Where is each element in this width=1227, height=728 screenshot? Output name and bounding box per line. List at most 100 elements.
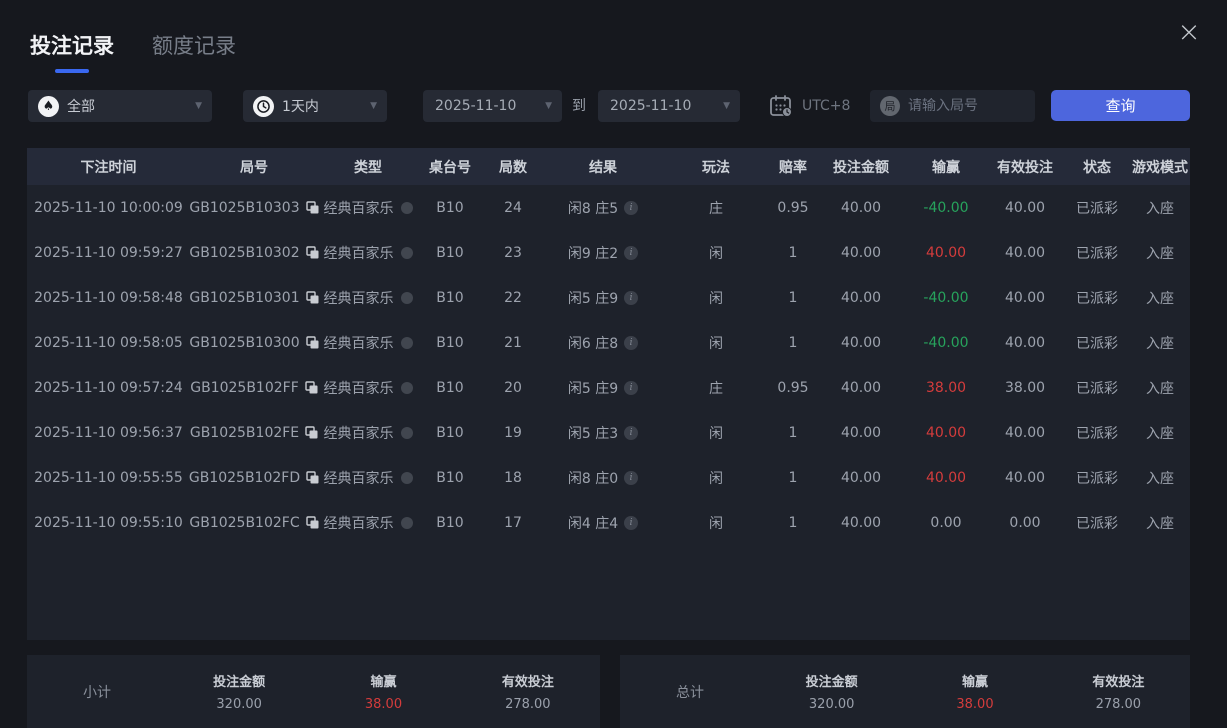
bet-time-text: 2025-11-10 09:57:24 [34,379,183,396]
round-count-cell: 21 [482,335,544,351]
play-type-text: 闲 [709,290,723,307]
result-text: 闲8 庄0 [567,470,619,487]
date-from-dropdown[interactable]: 2025-11-10 ▼ [423,90,562,122]
game-type-cell: 经典百家乐 [318,198,418,218]
status-text: 已派彩 [1076,245,1118,262]
odds-text: 1 [788,469,798,486]
table-body: 2025-11-10 10:00:09 GB1025B10303 经典百家乐 B10 2… [27,185,1190,545]
total-label: 总计 [676,684,704,701]
game-type-dropdown[interactable]: ♠ 全部 ▼ [28,90,212,122]
info-icon[interactable]: i [624,425,639,440]
tab-quota-records[interactable]: 额度记录 [152,30,236,73]
win-loss-text: 38.00 [925,379,967,396]
copy-icon[interactable] [306,471,319,484]
total-bet-amount: 投注金额 320.00 [760,671,903,712]
copy-icon[interactable] [305,336,319,349]
win-loss-cell: 40.00 [906,245,986,261]
date-to-dropdown[interactable]: 2025-11-10 ▼ [598,90,740,122]
game-mode-text: 入座 [1146,380,1174,397]
game-mode-text: 入座 [1146,245,1174,262]
table-row: 2025-11-10 09:58:05 GB1025B10300 经典百家乐 B10 2… [27,320,1190,365]
play-type-text: 庄 [709,380,723,397]
play-type-text: 闲 [709,515,723,532]
round-id-text: GB1025B10300 [189,334,300,351]
table-header-row: 下注时间 局号 类型 桌台号 局数 结果 玩法 赔率 投注金额 输赢 有效投注 状态 游戏模式 [27,148,1190,185]
valid-bet-text: 40.00 [1004,424,1046,441]
table-no-text: B10 [436,514,464,531]
column-header-7: 赔率 [779,159,807,176]
round-number-input[interactable] [908,98,1026,114]
chevron-down-icon: ▼ [195,101,202,111]
game-type-badge-icon [400,381,413,394]
win-loss-text: 40.00 [925,469,967,486]
round-count-cell: 17 [482,515,544,531]
status-text: 已派彩 [1076,425,1118,442]
result-cell: 闲5 庄9 i [544,288,662,308]
time-range-dropdown[interactable]: 1天内 ▼ [243,90,387,122]
game-mode-cell: 入座 [1130,288,1190,308]
table-no-text: B10 [436,424,464,441]
bet-time-cell: 2025-11-10 09:58:48 [27,290,190,306]
game-type-cell: 经典百家乐 [318,243,418,263]
timezone-label: UTC+8 [802,98,851,114]
valid-bet-cell: 40.00 [986,290,1064,306]
status-text: 已派彩 [1076,470,1118,487]
copy-icon[interactable] [305,426,318,439]
status-cell: 已派彩 [1064,378,1130,398]
win-loss-cell: 0.00 [906,515,986,531]
info-icon[interactable]: i [624,335,639,350]
game-mode-cell: 入座 [1130,333,1190,353]
status-text: 已派彩 [1076,290,1118,307]
bet-time-text: 2025-11-10 09:58:05 [34,334,183,351]
copy-icon[interactable] [305,516,319,529]
play-type-text: 闲 [709,470,723,487]
status-text: 已派彩 [1076,335,1118,352]
round-count-cell: 22 [482,290,544,306]
win-loss-cell: 40.00 [906,425,986,441]
column-header-12: 游戏模式 [1132,159,1188,176]
round-count-cell: 20 [482,380,544,396]
info-icon[interactable]: i [624,380,639,395]
game-mode-text: 入座 [1146,335,1174,352]
query-button[interactable]: 查询 [1051,90,1190,121]
copy-icon[interactable] [305,201,319,214]
modal-tabs: 投注记录 额度记录 [30,30,236,73]
round-count-cell: 23 [482,245,544,261]
odds-cell: 0.95 [770,200,816,216]
status-cell: 已派彩 [1064,468,1130,488]
odds-cell: 1 [770,470,816,486]
info-icon[interactable]: i [624,515,639,530]
copy-icon[interactable] [305,381,318,394]
subtotal-panel: 小计 投注金额 320.00 输赢 38.00 有效投注 278.00 [27,655,600,728]
table-no-cell: B10 [418,425,482,441]
game-mode-cell: 入座 [1130,513,1190,533]
valid-bet-cell: 40.00 [986,335,1064,351]
bet-amount-cell: 40.00 [816,515,906,531]
info-icon[interactable]: i [624,290,639,305]
round-id-cell: GB1025B102FC [189,515,319,531]
bet-time-cell: 2025-11-10 09:58:05 [27,335,190,351]
game-type-cell: 经典百家乐 [318,468,418,488]
status-cell: 已派彩 [1064,243,1130,263]
info-icon[interactable]: i [624,200,639,215]
valid-bet-cell: 40.00 [986,425,1064,441]
bet-time-cell: 2025-11-10 09:59:27 [27,245,190,261]
table-row: 2025-11-10 09:58:48 GB1025B10301 经典百家乐 B10 2… [27,275,1190,320]
close-icon[interactable]: × [1177,15,1201,48]
info-icon[interactable]: i [624,470,639,485]
copy-icon[interactable] [305,246,319,259]
round-number-icon: 局 [880,96,900,116]
copy-icon[interactable] [305,291,319,304]
table-no-text: B10 [436,289,464,306]
bet-time-text: 2025-11-10 09:55:55 [34,469,183,486]
odds-text: 0.95 [777,379,809,396]
play-type-cell: 闲 [662,243,770,263]
game-mode-cell: 入座 [1130,423,1190,443]
odds-cell: 1 [770,245,816,261]
chevron-down-icon: ▼ [545,101,552,111]
valid-bet-cell: 40.00 [986,245,1064,261]
valid-bet-cell: 40.00 [986,470,1064,486]
info-icon[interactable]: i [624,245,639,260]
tab-bet-records[interactable]: 投注记录 [30,30,114,73]
win-loss-cell: 40.00 [906,470,986,486]
